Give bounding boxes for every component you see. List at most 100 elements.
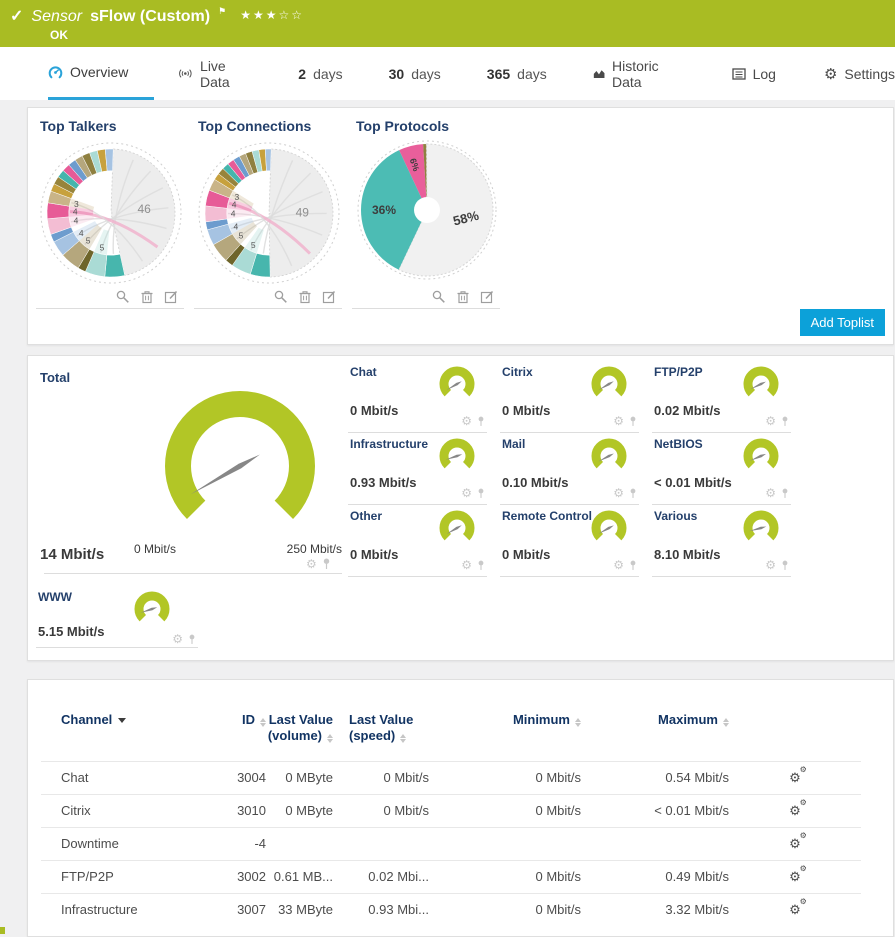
channel-gauge-label: Citrix (502, 365, 533, 379)
col-header-maximum[interactable]: Maximum (581, 706, 729, 761)
pin-icon[interactable] (781, 416, 789, 427)
channel-gauge (585, 363, 633, 405)
channel-gauge (433, 435, 481, 477)
table-row: Infrastructure 3007 33 MByte 0.93 Mbi...… (41, 893, 861, 926)
inspect-icon[interactable] (116, 290, 130, 304)
add-toplist-button[interactable]: Add Toplist (800, 309, 885, 336)
channel-settings-icon[interactable]: ⚙⚙ (789, 902, 801, 918)
gear-icon[interactable]: ⚙ (765, 486, 776, 500)
tab-live-data[interactable]: Live Data (178, 47, 248, 100)
channel-gauge-label: NetBIOS (654, 437, 703, 451)
edit-icon[interactable] (164, 290, 178, 304)
svg-text:5: 5 (251, 240, 256, 250)
channel-gauge-cell: Citrix 0 Mbit/s ⚙ (500, 361, 639, 433)
pin-icon[interactable] (781, 488, 789, 499)
tab-log[interactable]: Log (732, 47, 776, 100)
gear-icon[interactable]: ⚙ (613, 558, 624, 572)
pin-icon[interactable] (629, 416, 637, 427)
pin-icon[interactable] (322, 558, 331, 570)
tab-historic-data[interactable]: Historic Data (593, 47, 678, 100)
gear-icon[interactable]: ⚙ (613, 414, 624, 428)
pin-icon[interactable] (477, 416, 485, 427)
delete-icon[interactable] (140, 290, 154, 304)
col-header-id[interactable]: ID (206, 706, 266, 761)
inspect-icon[interactable] (432, 290, 446, 304)
col-header-actions (729, 706, 861, 761)
tab-30-num: 30 (389, 66, 405, 82)
channel-gauge (433, 363, 481, 405)
pin-icon[interactable] (188, 634, 196, 645)
svg-text:4: 4 (231, 208, 236, 218)
svg-text:5: 5 (100, 243, 105, 253)
pin-icon[interactable] (629, 488, 637, 499)
toplist-chart[interactable]: 6%58%36% (352, 138, 502, 288)
pin-icon[interactable] (781, 560, 789, 571)
flag-icon[interactable]: ⚑ (218, 6, 226, 17)
gear-icon[interactable]: ⚙ (461, 558, 472, 572)
col-header-channel[interactable]: Channel (41, 706, 206, 761)
channel-gauge-value: < 0.01 Mbit/s (654, 475, 732, 490)
sensor-type-label: Sensor (31, 8, 82, 26)
divider (36, 308, 184, 309)
col-header-lastvalue-volume[interactable]: Last Value(volume) (266, 706, 333, 761)
tab-settings[interactable]: ⚙ Settings (824, 47, 895, 100)
gear-icon[interactable]: ⚙ (461, 486, 472, 500)
pin-icon[interactable] (629, 560, 637, 571)
gear-icon[interactable]: ⚙ (765, 558, 776, 572)
svg-text:4: 4 (79, 228, 84, 238)
gear-icon[interactable]: ⚙ (765, 414, 776, 428)
edit-icon[interactable] (322, 290, 336, 304)
svg-text:46: 46 (137, 202, 151, 216)
cell-id: 3010 (206, 794, 266, 827)
col-header-lastvalue-speed[interactable]: Last Value(speed) (333, 706, 429, 761)
tab-log-label: Log (753, 66, 776, 82)
svg-text:5: 5 (86, 236, 91, 246)
channel-gauge (128, 588, 176, 630)
svg-text:4: 4 (74, 216, 79, 226)
edit-icon[interactable] (480, 290, 494, 304)
channel-settings-icon[interactable]: ⚙⚙ (789, 869, 801, 885)
delete-icon[interactable] (456, 290, 470, 304)
cell-minimum: 0 Mbit/s (429, 860, 581, 893)
channel-gauge-cell: WWW 5.15 Mbit/s ⚙ (36, 586, 198, 647)
gear-icon[interactable]: ⚙ (461, 414, 472, 428)
channel-settings-icon[interactable]: ⚙⚙ (789, 770, 801, 786)
gauge-min-label: 0 Mbit/s (134, 542, 176, 556)
channel-gauge-label: Various (654, 509, 697, 523)
gear-icon[interactable]: ⚙ (172, 632, 183, 646)
cell-id: 3004 (206, 761, 266, 794)
channel-settings-icon[interactable]: ⚙⚙ (789, 836, 801, 852)
cell-maximum: 0.49 Mbit/s (581, 860, 729, 893)
area-chart-icon (593, 67, 605, 80)
toplist-title: Top Protocols (352, 118, 502, 134)
table-header-row: Channel ID Last Value(volume) Last Value… (41, 706, 861, 761)
channel-settings-icon[interactable]: ⚙⚙ (789, 803, 801, 819)
toplist-title: Top Connections (194, 118, 344, 134)
list-icon (732, 68, 746, 80)
cell-channel: FTP/P2P (41, 860, 206, 893)
cell-minimum (429, 827, 581, 860)
cell-minimum: 0 Mbit/s (429, 794, 581, 827)
pin-icon[interactable] (477, 488, 485, 499)
sort-desc-icon (118, 718, 126, 723)
channel-gauge-label: WWW (38, 590, 72, 604)
tab-overview-label: Overview (70, 64, 128, 80)
gear-icon[interactable]: ⚙ (613, 486, 624, 500)
inspect-icon[interactable] (274, 290, 288, 304)
sort-icon (260, 718, 266, 727)
tab-overview[interactable]: Overview (48, 47, 154, 100)
sort-icon (723, 718, 729, 727)
col-header-minimum[interactable]: Minimum (429, 706, 581, 761)
priority-stars[interactable]: ★★★☆☆ (240, 8, 304, 22)
gear-icon[interactable]: ⚙ (306, 557, 317, 571)
pin-icon[interactable] (477, 560, 485, 571)
delete-icon[interactable] (298, 290, 312, 304)
